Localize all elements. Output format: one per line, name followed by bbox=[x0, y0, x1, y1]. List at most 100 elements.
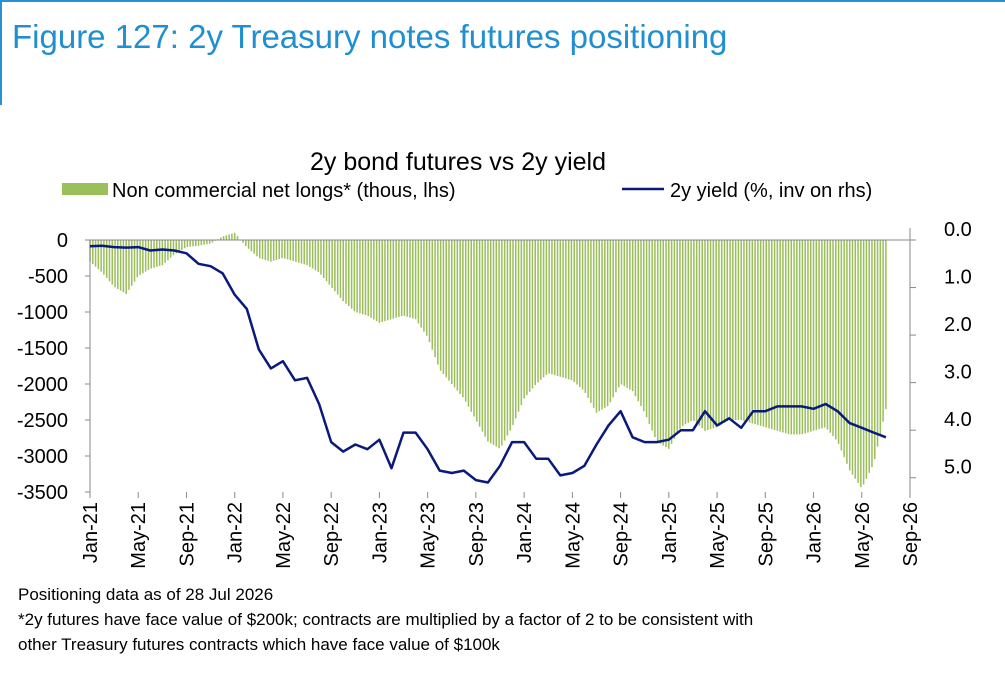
bar bbox=[451, 240, 453, 384]
y-left-tick-label: -1500 bbox=[17, 338, 68, 360]
bar bbox=[762, 240, 765, 427]
bar bbox=[565, 240, 567, 379]
bar bbox=[453, 240, 456, 388]
bar bbox=[206, 240, 208, 245]
bar bbox=[723, 240, 726, 423]
bar bbox=[264, 240, 267, 260]
x-tick-label: May-26 bbox=[852, 502, 874, 569]
bar bbox=[242, 240, 244, 243]
bar bbox=[270, 240, 272, 262]
bar bbox=[868, 240, 870, 473]
bar bbox=[464, 240, 467, 402]
bar bbox=[617, 240, 620, 388]
bar bbox=[556, 240, 559, 376]
bar bbox=[386, 240, 389, 321]
bar bbox=[640, 240, 642, 407]
bar bbox=[119, 240, 122, 291]
bar bbox=[161, 240, 164, 266]
bar bbox=[406, 240, 408, 317]
bar bbox=[367, 240, 370, 317]
bar bbox=[395, 240, 397, 318]
y-left-tick-label: -1000 bbox=[17, 302, 68, 324]
bar bbox=[258, 240, 261, 259]
bar bbox=[261, 240, 264, 260]
x-tick-label: May-25 bbox=[707, 502, 729, 569]
bar bbox=[807, 240, 809, 433]
bar bbox=[431, 240, 434, 350]
bar bbox=[579, 240, 581, 388]
bar bbox=[643, 240, 645, 412]
bar bbox=[837, 240, 840, 444]
x-tick-label: Jan-22 bbox=[225, 502, 247, 563]
bar bbox=[757, 240, 759, 425]
bar bbox=[97, 240, 100, 270]
bar bbox=[595, 240, 598, 413]
bar bbox=[515, 240, 517, 419]
line-series bbox=[89, 244, 887, 484]
bar bbox=[729, 240, 731, 420]
bar bbox=[553, 240, 556, 376]
bar bbox=[423, 240, 425, 332]
bar bbox=[220, 237, 222, 240]
bar bbox=[286, 240, 289, 260]
bar bbox=[456, 240, 459, 391]
bar bbox=[381, 240, 383, 322]
bar bbox=[542, 240, 545, 378]
bar bbox=[604, 240, 606, 408]
notes: Positioning data as of 28 Jul 2026 *2y f… bbox=[18, 584, 753, 659]
bar bbox=[105, 240, 108, 278]
bar bbox=[495, 240, 498, 447]
bar bbox=[100, 240, 102, 272]
bar bbox=[345, 240, 347, 304]
bar bbox=[281, 240, 283, 259]
bar bbox=[815, 240, 818, 430]
bar bbox=[690, 240, 692, 422]
bar bbox=[353, 240, 356, 312]
bar bbox=[325, 240, 328, 282]
bar bbox=[417, 240, 420, 324]
bar bbox=[695, 240, 698, 424]
bar bbox=[169, 240, 172, 258]
bar bbox=[865, 240, 868, 479]
figure-title: Figure 127: 2y Treasury notes futures po… bbox=[12, 18, 728, 55]
bar bbox=[498, 240, 500, 449]
bar bbox=[862, 240, 865, 485]
bar bbox=[409, 240, 411, 318]
bar bbox=[225, 235, 228, 240]
bar bbox=[156, 240, 158, 267]
y-right-tick-label: 5.0 bbox=[944, 457, 972, 479]
bar bbox=[153, 240, 155, 268]
figure-left-rule bbox=[0, 0, 2, 105]
bar bbox=[339, 240, 342, 298]
y-left-tick-label: -2500 bbox=[17, 410, 68, 432]
bar bbox=[306, 240, 308, 266]
bar bbox=[784, 240, 787, 434]
bar bbox=[364, 240, 367, 316]
bar bbox=[439, 240, 442, 371]
y-right-tick-label: 1.0 bbox=[944, 267, 972, 289]
bar bbox=[378, 240, 381, 323]
bar bbox=[534, 240, 537, 386]
legend-bar-label: Non commercial net longs* (thous, lhs) bbox=[112, 180, 455, 202]
bar bbox=[801, 240, 804, 435]
bar bbox=[615, 240, 617, 393]
bar bbox=[787, 240, 790, 435]
bar bbox=[540, 240, 542, 380]
bar bbox=[629, 240, 631, 390]
bar bbox=[297, 240, 300, 263]
bar bbox=[236, 236, 239, 240]
x-tick-label: Sep-24 bbox=[611, 502, 633, 567]
bar bbox=[809, 240, 812, 432]
bar bbox=[793, 240, 795, 435]
bar bbox=[882, 240, 884, 422]
bar bbox=[289, 240, 292, 261]
bar bbox=[384, 240, 386, 322]
chart-title: 2y bond futures vs 2y yield bbox=[310, 148, 606, 176]
bar bbox=[342, 240, 344, 302]
bar bbox=[843, 240, 845, 458]
bar bbox=[871, 240, 873, 468]
y-right-tick-label: 0.0 bbox=[944, 219, 972, 241]
x-tick-label: May-21 bbox=[128, 502, 150, 569]
bar bbox=[398, 240, 400, 317]
bar bbox=[704, 240, 706, 431]
